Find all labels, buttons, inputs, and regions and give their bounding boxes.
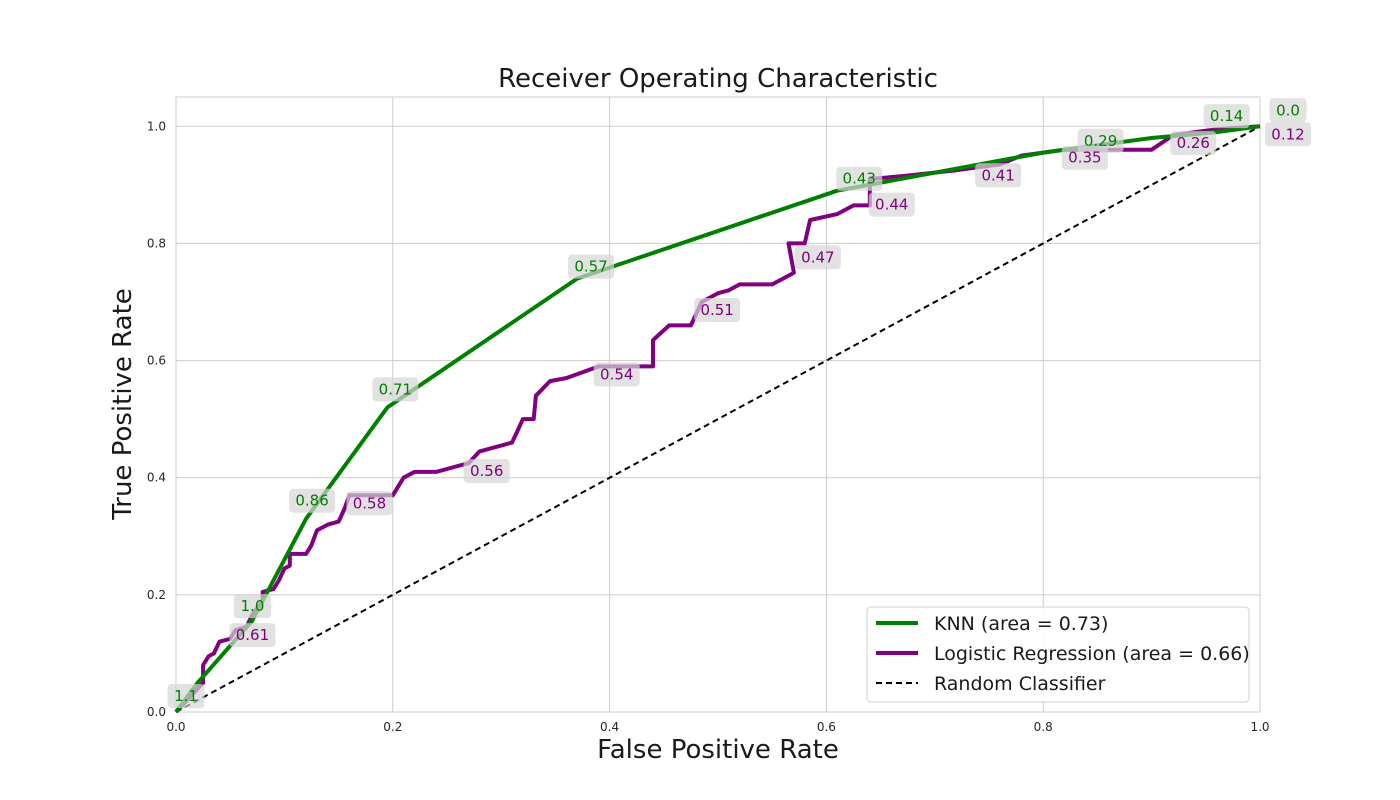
x-tick-label: 0.0 (166, 720, 185, 734)
threshold-label-box (975, 163, 1022, 188)
threshold-label-box (868, 192, 915, 217)
axes: 0.0 0.2 0.4 0.6 0.8 1.0 0.0 0.2 0.4 0.6 0.8 1.0 (147, 96, 1270, 734)
threshold-label-box (568, 254, 615, 279)
legend-box (866, 606, 1250, 703)
y-tick-label: 0.6 (147, 354, 166, 368)
threshold-label: 0.44 (875, 196, 908, 214)
threshold-label-box (233, 594, 271, 619)
series-line-2 (175, 125, 1261, 713)
threshold-label: 0.29 (1084, 132, 1117, 150)
threshold-label: 0.47 (801, 248, 834, 266)
threshold-label: 0.12 (1271, 125, 1304, 143)
threshold-label-box (346, 491, 393, 516)
threshold-label-box (1170, 131, 1217, 156)
y-tick-label: 0.4 (147, 471, 166, 485)
chart-title: Receiver Operating Characteristic (498, 64, 938, 94)
threshold-label-box (1265, 122, 1311, 147)
threshold-label: 0.41 (981, 166, 1014, 184)
plot-frame (175, 96, 1261, 713)
threshold-label: 0.51 (700, 301, 733, 319)
threshold-label-box (289, 488, 336, 513)
threshold-label: 0.56 (470, 462, 503, 480)
threshold-label: 0.26 (1177, 134, 1210, 152)
threshold-label-box (836, 166, 883, 191)
threshold-label: 0.61 (236, 626, 269, 644)
threshold-label-box (229, 623, 276, 648)
threshold-label-box (1269, 98, 1307, 123)
threshold-label-box (463, 459, 510, 484)
threshold-label-box (372, 377, 419, 402)
threshold-label-box (694, 298, 741, 322)
threshold-label: 0.54 (600, 365, 633, 383)
x-tick-label: 0.6 (817, 720, 836, 734)
threshold-label-box (794, 245, 841, 270)
legend-label-2: Random Classifier (934, 673, 1106, 695)
legend-label-0: KNN (area = 0.73) (934, 613, 1108, 635)
threshold-label: 0.0 (1276, 101, 1300, 119)
legend: KNN (area = 0.73) Logistic Regression (ar… (866, 606, 1250, 703)
y-axis-title: True Positive Rate (108, 288, 138, 521)
threshold-label: 1.1 (174, 687, 198, 705)
legend-label-1: Logistic Regression (area = 0.66) (934, 643, 1250, 665)
threshold-label: 0.35 (1068, 149, 1101, 167)
threshold-label: 0.58 (353, 494, 386, 512)
threshold-label: 0.71 (379, 380, 412, 398)
threshold-label-box (167, 684, 205, 708)
threshold-label: 0.43 (843, 170, 876, 188)
x-tick-label: 0.2 (383, 720, 402, 734)
threshold-label-box (593, 362, 640, 387)
x-axis-title: False Positive Rate (597, 735, 839, 765)
threshold-label: 0.57 (574, 258, 607, 276)
threshold-label: 0.86 (295, 492, 328, 510)
threshold-label: 1.0 (241, 597, 265, 615)
x-tick-label: 0.4 (600, 720, 619, 734)
y-tick-label: 1.0 (147, 119, 166, 133)
threshold-labels: 1.1 1.0 0.86 0.71 0.57 0.43 0.29 0.14 0.0 0.61 0.5… (167, 98, 1311, 708)
y-tick-label: 0.0 (147, 705, 166, 719)
threshold-label: 0.14 (1210, 107, 1243, 125)
threshold-label-box (1203, 104, 1250, 129)
y-tick-label: 0.2 (147, 588, 166, 602)
x-tick-label: 0.8 (1034, 720, 1053, 734)
y-tick-label: 0.8 (147, 236, 166, 250)
x-tick-label: 1.0 (1250, 720, 1269, 734)
threshold-label-box (1061, 145, 1108, 170)
